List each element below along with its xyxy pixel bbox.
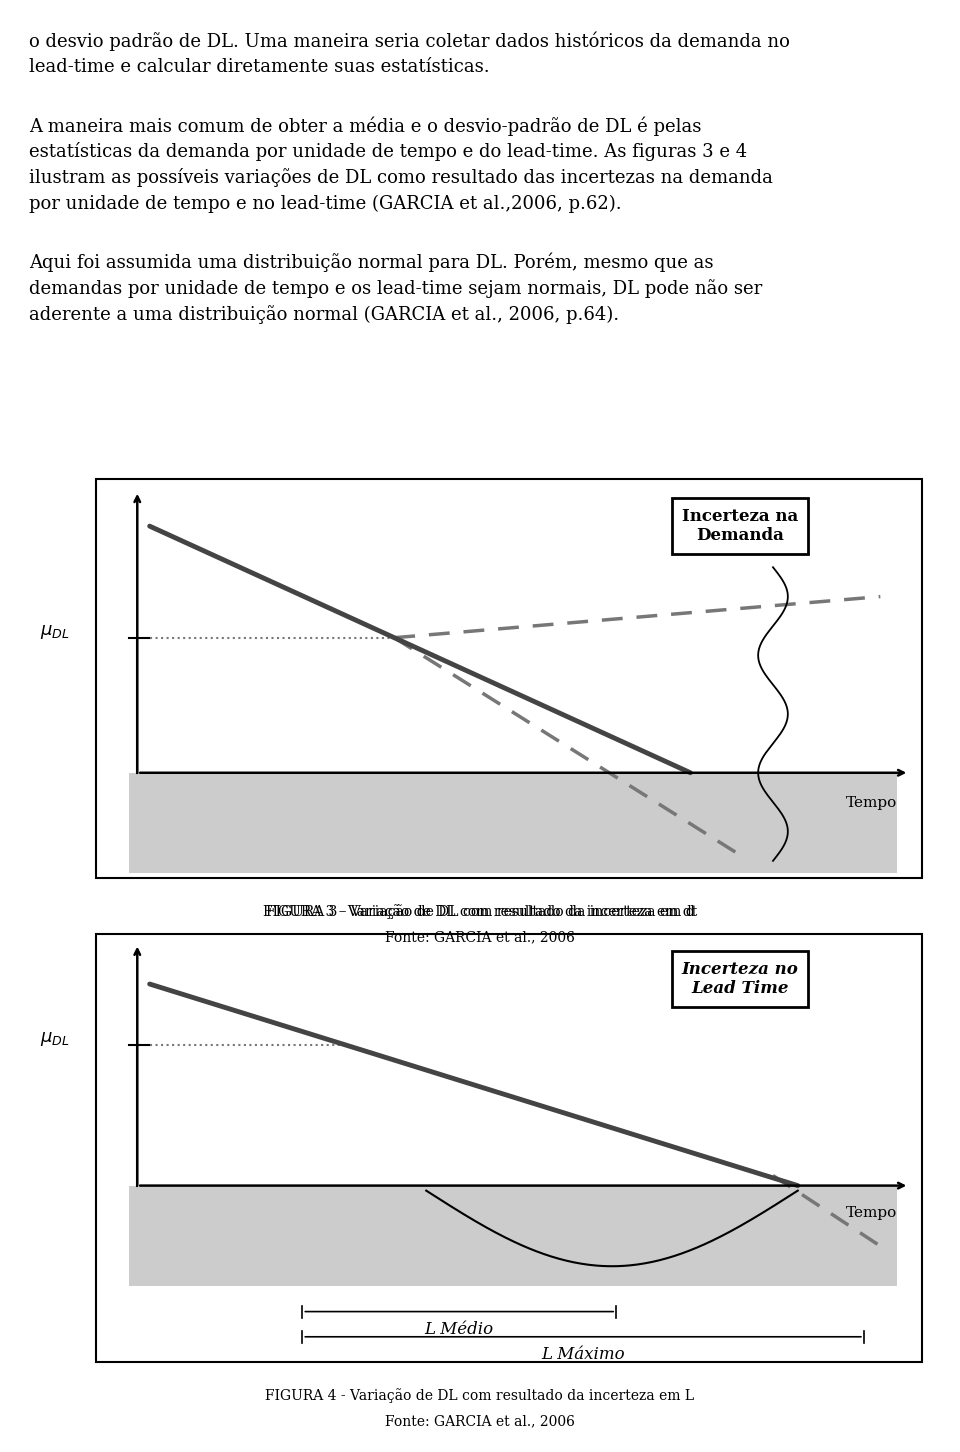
Text: A maneira mais comum de obter a média e o desvio-padrão de DL é pelas: A maneira mais comum de obter a média e … bbox=[29, 116, 701, 135]
Text: o desvio padrão de DL. Uma maneira seria coletar dados históricos da demanda no: o desvio padrão de DL. Uma maneira seria… bbox=[29, 32, 790, 51]
Text: Incerteza na
Demanda: Incerteza na Demanda bbox=[682, 508, 798, 544]
Bar bbox=[129, 1186, 897, 1286]
Bar bbox=[129, 772, 897, 873]
Text: demandas por unidade de tempo e os lead-time sejam normais, DL pode não ser: demandas por unidade de tempo e os lead-… bbox=[29, 279, 762, 298]
Text: Fonte: GARCIA et al., 2006: Fonte: GARCIA et al., 2006 bbox=[385, 1414, 575, 1429]
Text: $\mu_{DL}$: $\mu_{DL}$ bbox=[40, 1031, 69, 1048]
Text: L Máximo: L Máximo bbox=[541, 1346, 625, 1363]
Text: FIGURA 4 - Variação de DL com resultado da incerteza em L: FIGURA 4 - Variação de DL com resultado … bbox=[265, 1388, 695, 1403]
Text: por unidade de tempo e no lead-time (GARCIA et al.,2006, p.62).: por unidade de tempo e no lead-time (GAR… bbox=[29, 195, 621, 213]
Text: aderente a uma distribuição normal (GARCIA et al., 2006, p.64).: aderente a uma distribuição normal (GARC… bbox=[29, 305, 619, 324]
Text: FIGURA 3 - Variação de DL com resultado da incerteza em dt: FIGURA 3 - Variação de DL com resultado … bbox=[263, 905, 697, 919]
Text: Tempo: Tempo bbox=[846, 796, 897, 810]
Text: $\mu_{DL}$: $\mu_{DL}$ bbox=[40, 623, 69, 640]
Text: Incerteza no
Lead Time: Incerteza no Lead Time bbox=[682, 961, 799, 998]
Text: lead-time e calcular diretamente suas estatísticas.: lead-time e calcular diretamente suas es… bbox=[29, 58, 490, 76]
Text: ilustram as possíveis variações de DL como resultado das incertezas na demanda: ilustram as possíveis variações de DL co… bbox=[29, 168, 773, 187]
Text: estatísticas da demanda por unidade de tempo e do lead-time. As figuras 3 e 4: estatísticas da demanda por unidade de t… bbox=[29, 142, 747, 161]
Text: Fonte: GARCIA et al., 2006: Fonte: GARCIA et al., 2006 bbox=[385, 931, 575, 945]
Text: Tempo: Tempo bbox=[846, 1205, 897, 1220]
Text: FIGURA 3 - Variação de DL com resultado da incerteza em d: FIGURA 3 - Variação de DL com resultado … bbox=[266, 905, 694, 919]
Text: Aqui foi assumida uma distribuição normal para DL. Porém, mesmo que as: Aqui foi assumida uma distribuição norma… bbox=[29, 253, 713, 272]
Text: L Médio: L Médio bbox=[424, 1321, 493, 1337]
